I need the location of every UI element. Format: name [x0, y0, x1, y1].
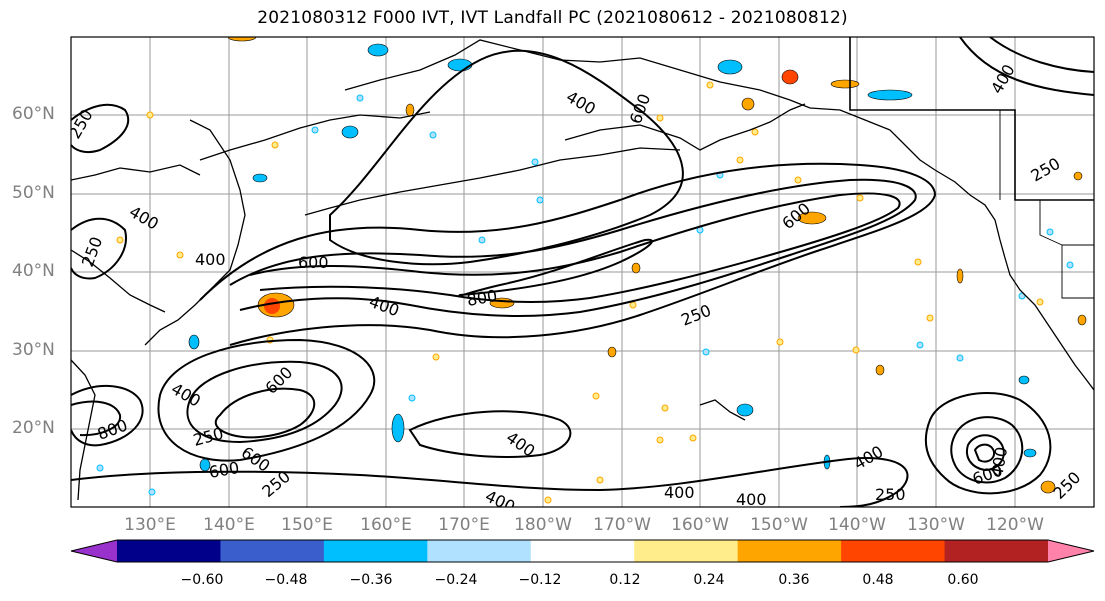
- pc-fill-dots-blue: [96, 94, 1074, 496]
- colorbar-outline: [70, 539, 1095, 563]
- lon-label: 160°W: [671, 515, 729, 535]
- lon-label: 150°E: [281, 515, 333, 535]
- contour-label: 400: [195, 250, 226, 269]
- contour-label: 400: [664, 483, 695, 502]
- lon-label: 150°W: [750, 515, 808, 535]
- pc-fill-patches: [188, 37, 1087, 494]
- colorbar-tick-label: −0.24: [434, 572, 478, 588]
- map-frame: [70, 36, 1095, 508]
- contour-label: 600: [298, 253, 329, 272]
- coastlines: [71, 37, 1094, 501]
- colorbar-segment: [427, 540, 532, 562]
- map-title: 2021080312 F000 IVT, IVT Landfall PC (20…: [257, 8, 848, 28]
- colorbar-tick-label: −0.12: [518, 572, 562, 588]
- colorbar-tick-label: 0.24: [693, 572, 725, 588]
- pc-fill-dots: [116, 81, 1044, 504]
- lon-label: 140°E: [203, 515, 255, 535]
- colorbar-segment: [944, 540, 1049, 562]
- colorbar-segment: [117, 540, 221, 562]
- lon-label: 160°E: [360, 515, 412, 535]
- colorbar-segment: [737, 540, 842, 562]
- contour-label: 250: [875, 485, 906, 504]
- colorbar-extend-max: [1048, 540, 1094, 562]
- lat-label: 30°N: [12, 340, 55, 360]
- colorbar-tick-label: −0.36: [349, 572, 393, 588]
- colorbar-segment: [220, 540, 325, 562]
- colorbar-segment: [323, 540, 428, 562]
- colorbar-tick-label: −0.48: [264, 572, 308, 588]
- graticule: [71, 37, 1094, 507]
- colorbar: [70, 539, 1095, 563]
- lon-label: 180°W: [514, 515, 572, 535]
- lat-label: 50°N: [12, 183, 55, 203]
- lon-label: 170°W: [593, 515, 651, 535]
- lat-label: 20°N: [12, 418, 55, 438]
- lon-label: 120°W: [986, 515, 1044, 535]
- colorbar-tick-label: 0.48: [862, 572, 894, 588]
- lon-label: 140°W: [828, 515, 886, 535]
- lon-label: 130°E: [124, 515, 176, 535]
- colorbar-tick-label: 0.12: [609, 572, 641, 588]
- lat-label: 60°N: [12, 104, 55, 124]
- lon-label: 130°W: [907, 515, 965, 535]
- colorbar-tick-label: 0.36: [778, 572, 810, 588]
- colorbar-tick-label: 0.60: [947, 572, 979, 588]
- colorbar-extend-min: [71, 540, 117, 562]
- ivt-contours: [71, 37, 1094, 507]
- colorbar-segment: [841, 540, 946, 562]
- colorbar-segment: [634, 540, 739, 562]
- lat-label: 40°N: [12, 261, 55, 281]
- contour-label: 400: [736, 490, 767, 509]
- colorbar-tick-label: −0.60: [180, 572, 224, 588]
- lon-label: 170°E: [438, 515, 490, 535]
- colorbar-segment: [530, 540, 635, 562]
